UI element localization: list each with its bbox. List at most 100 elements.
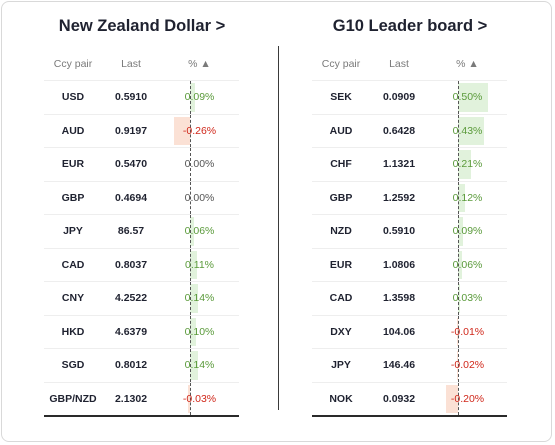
pct-change-cell: 0.06% [428,248,507,282]
negative-change-bar [456,351,458,380]
zero-line [458,148,459,181]
last-price-cell: 0.5910 [370,214,428,249]
header-ccy-pair: Ccy pair [321,58,361,70]
table-row[interactable]: GBP/NZD 2.1302 -0.03% [44,382,239,417]
zero-line [190,81,191,114]
pct-change-cell: -0.02% [428,348,507,383]
ccy-pair-cell: NOK [312,382,370,417]
zero-line [458,349,459,382]
last-price-cell: 1.3598 [370,281,428,316]
table-row[interactable]: USD 0.5910 0.09% [44,80,239,115]
pct-change-cell: 0.03% [428,281,507,316]
pct-change-value: 0.14% [184,292,215,305]
negative-change-bar [457,317,458,346]
zero-line [190,349,191,382]
negative-change-bar [174,116,190,145]
positive-change-bar [458,183,466,212]
last-price-cell: 0.0932 [370,382,428,417]
zero-line [458,248,459,281]
pct-change-cell: -0.20% [428,382,507,417]
ccy-pair-cell: GBP [44,181,102,215]
pct-change-value: -0.02% [450,359,485,372]
table-row[interactable]: EUR 1.0806 0.06% [312,248,507,282]
ccy-pair-cell: AUD [312,114,370,148]
negative-change-bar [188,384,190,413]
positive-change-bar [458,250,462,279]
table-row[interactable]: SGD 0.8012 0.14% [44,348,239,383]
pct-change-value: 0.50% [452,91,483,104]
pct-change-cell: 0.12% [428,181,507,215]
ccy-pair-cell: CAD [44,248,102,282]
last-price-cell: 0.4694 [102,181,160,215]
pct-change-value: -0.03% [182,392,217,405]
pct-change-value: 0.11% [185,258,214,271]
ccy-pair-cell: GBP/NZD [44,382,102,417]
pct-change-cell: -0.01% [428,315,507,349]
header-ccy-pair: Ccy pair [53,58,93,70]
g10-table: Ccy pair Last % ▲ SEK 0.0909 0.50% AUD 0.642… [312,48,507,417]
positive-change-bar [458,150,471,179]
table-row[interactable]: CAD 1.3598 0.03% [312,281,507,316]
ccy-pair-cell: DXY [312,315,370,349]
last-price-cell: 0.6428 [370,114,428,148]
pct-change-value: 0.21% [452,158,483,171]
pct-change-value: -0.01% [450,325,485,338]
positive-change-bar [458,83,488,112]
header-pct-sort[interactable]: % ▲ [188,58,211,70]
table-row[interactable]: NZD 0.5910 0.09% [312,214,507,249]
positive-change-bar [458,217,464,246]
table-row[interactable]: CNY 4.2522 0.14% [44,281,239,316]
ccy-pair-cell: EUR [312,248,370,282]
last-price-cell: 146.46 [370,348,428,383]
table-row[interactable]: GBP 0.4694 0.00% [44,181,239,215]
zero-line [458,315,459,348]
pct-change-value: 0.10% [184,325,215,338]
header-last: Last [389,58,409,70]
table-row[interactable]: DXY 104.06 -0.01% [312,315,507,349]
table-row[interactable]: NOK 0.0932 -0.20% [312,382,507,417]
positive-change-bar [190,83,196,112]
zero-line [190,382,191,415]
zero-line [190,282,191,315]
last-price-cell: 4.6379 [102,315,160,349]
zero-line [190,148,191,181]
pct-change-value: -0.26% [182,124,217,137]
header-last: Last [121,58,141,70]
pct-change-cell: 0.09% [428,214,507,249]
table-row[interactable]: GBP 1.2592 0.12% [312,181,507,215]
table-row[interactable]: JPY 146.46 -0.02% [312,348,507,383]
header-pct-sort[interactable]: % ▲ [456,58,479,70]
pct-change-cell: 0.00% [160,181,239,215]
ccy-pair-cell: GBP [312,181,370,215]
zero-line [458,282,459,315]
nzd-panel-title[interactable]: New Zealand Dollar > [58,17,226,35]
positive-change-bar [190,351,199,380]
zero-line [458,81,459,114]
ccy-pair-cell: SGD [44,348,102,383]
ccy-pair-cell: EUR [44,147,102,182]
table-row[interactable]: CHF 1.1321 0.21% [312,147,507,182]
pct-change-value: 0.43% [452,124,483,137]
nzd-table: Ccy pair Last % ▲ USD 0.5910 0.09% AUD 0.919… [44,48,239,417]
ccy-pair-cell: NZD [312,214,370,249]
last-price-cell: 4.2522 [102,281,160,316]
last-price-cell: 1.0806 [370,248,428,282]
table-row[interactable]: EUR 0.5470 0.00% [44,147,239,182]
g10-panel-title[interactable]: G10 Leader board > [332,17,488,35]
zero-line [458,382,459,415]
ccy-pair-cell: SEK [312,80,370,115]
pct-change-value: 0.09% [184,91,215,104]
last-price-cell: 1.2592 [370,181,428,215]
table-row[interactable]: AUD 0.6428 0.43% [312,114,507,148]
table-row[interactable]: AUD 0.9197 -0.26% [44,114,239,148]
zero-line [190,315,191,348]
table-row[interactable]: JPY 86.57 0.06% [44,214,239,249]
zero-line [190,215,191,248]
table-row[interactable]: SEK 0.0909 0.50% [312,80,507,115]
last-price-cell: 0.9197 [102,114,160,148]
table-row[interactable]: HKD 4.6379 0.10% [44,315,239,349]
last-price-cell: 86.57 [102,214,160,249]
positive-change-bar [190,317,196,346]
table-row[interactable]: CAD 0.8037 0.11% [44,248,239,282]
table-header-row: Ccy pair Last % ▲ [44,48,239,81]
